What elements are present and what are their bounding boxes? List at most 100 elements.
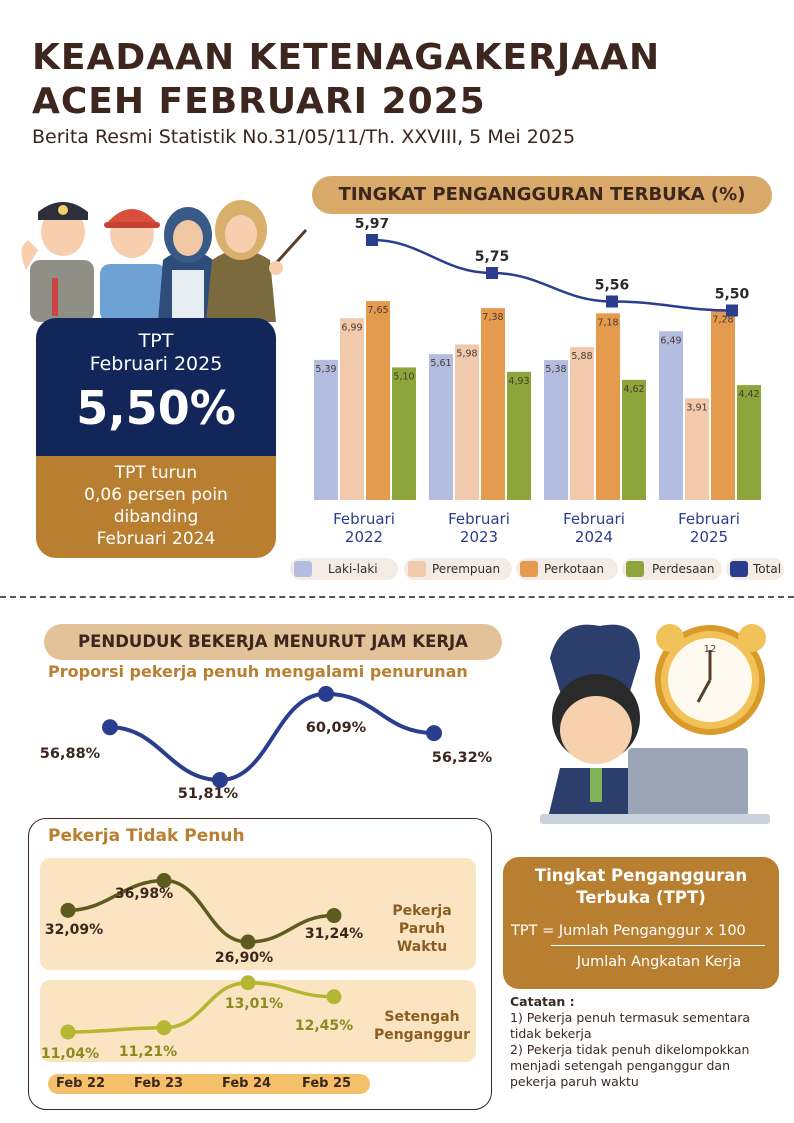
bar-value-label: 6,49 bbox=[660, 335, 681, 346]
value-label-pekerja-paruh-waktu: 31,24% bbox=[305, 926, 363, 942]
x-tick-label: Feb 22 bbox=[56, 1076, 106, 1091]
pekerja-penuh-chart: 56,88% 51,81% 60,09% 56,32% bbox=[40, 686, 493, 802]
village-icon bbox=[626, 561, 644, 577]
legend-item-laki-laki: Laki-laki bbox=[290, 558, 398, 580]
pekerja-penuh-value-label: 56,88% bbox=[40, 746, 101, 762]
notes-heading: Catatan : bbox=[510, 994, 575, 1009]
tpt-desc-line1: TPT turun bbox=[114, 463, 198, 483]
value-label-pekerja-paruh-waktu: 26,90% bbox=[215, 950, 273, 966]
legend-label: Perdesaan bbox=[652, 562, 715, 576]
point-setengah-penganggur bbox=[60, 1024, 76, 1040]
pekerja-tidak-penuh-box bbox=[28, 818, 492, 1110]
bar-perdesaan bbox=[622, 379, 646, 500]
bar-perdesaan bbox=[392, 367, 416, 500]
tpt-formula-box: Tingkat Pengangguran Terbuka (TPT) TPT =… bbox=[503, 857, 779, 989]
category-label: Februari bbox=[448, 510, 510, 528]
legend-item-perdesaan: Perdesaan bbox=[622, 558, 722, 580]
city-icon bbox=[520, 561, 538, 577]
x-tick-label: Feb 24 bbox=[222, 1076, 272, 1091]
setengah-penganggur-label-2: Penganggur bbox=[373, 1027, 471, 1043]
bar-value-label: 5,39 bbox=[315, 364, 336, 375]
worker-person-icon bbox=[100, 209, 166, 322]
point-pekerja-penuh bbox=[426, 725, 442, 742]
page-title: KEADAAN KETENAGAKERJAAN ACEH FEBRUARI 20… bbox=[32, 36, 660, 124]
bar-perdesaan bbox=[737, 385, 761, 500]
tpt-chart: 5,39 5,61 5,38 6,49 6,99 5,98 5,88 3,91 7,65 7,38… bbox=[314, 218, 761, 546]
total-value-label: 5,56 bbox=[595, 278, 630, 294]
setengah-penganggur-panel bbox=[40, 980, 476, 1062]
paruh-waktu-label-3: Waktu bbox=[396, 939, 448, 955]
bar-value-label: 7,38 bbox=[482, 312, 503, 323]
value-label-pekerja-paruh-waktu: 32,09% bbox=[45, 922, 103, 938]
male-icon bbox=[294, 561, 312, 577]
bar-value-label: 7,28 bbox=[712, 315, 733, 326]
teacher-person-icon bbox=[206, 200, 308, 322]
pekerja-tidak-penuh-chart: 32,09% 36,98% 26,90% 31,24% 11,04% 11,21% 13,0… bbox=[41, 873, 363, 1062]
formula-title-2: Terbuka (TPT) bbox=[576, 888, 706, 907]
total-value-label: 5,50 bbox=[715, 287, 750, 303]
bar-value-label: 5,10 bbox=[393, 371, 414, 382]
x-tick-label: Feb 23 bbox=[134, 1076, 184, 1091]
bar-perempuan bbox=[455, 344, 479, 500]
tpt-summary-card: TPT Februari 2025 5,50% bbox=[36, 318, 276, 456]
formula-numerator: TPT = Jumlah Penganggur x 100 bbox=[511, 923, 746, 939]
category-label: 2022 bbox=[345, 528, 383, 546]
tpt-value: 5,50% bbox=[76, 381, 236, 435]
laptop-icon bbox=[540, 748, 770, 824]
value-label-setengah-penganggur: 13,01% bbox=[225, 996, 283, 1012]
bar-laki-laki bbox=[659, 331, 683, 500]
category-label: 2023 bbox=[460, 528, 498, 546]
point-pekerja-paruh-waktu bbox=[60, 902, 76, 918]
bar-value-label: 5,88 bbox=[571, 351, 592, 362]
people-illustration bbox=[21, 200, 308, 322]
setengah-penganggur-label: Setengah Penganggur bbox=[368, 1008, 476, 1044]
bar-value-label: 6,99 bbox=[341, 322, 362, 333]
legend-item-total: Total bbox=[726, 558, 784, 580]
pekerja-penuh-value-label: 51,81% bbox=[178, 786, 239, 802]
bar-perkotaan bbox=[481, 308, 505, 500]
bar-perempuan bbox=[340, 318, 364, 500]
line-pekerja-penuh bbox=[109, 691, 435, 783]
bar-value-label: 4,42 bbox=[738, 389, 759, 400]
x-tick-label: Feb 25 bbox=[302, 1076, 352, 1091]
nurse-person-icon bbox=[158, 207, 218, 322]
point-total bbox=[606, 295, 618, 308]
value-label-setengah-penganggur: 11,04% bbox=[41, 1046, 99, 1062]
pekerja-penuh-value-label: 56,32% bbox=[432, 750, 493, 766]
tpt-chart-legend: Laki-laki Perempuan Perkotaan Perdesaan … bbox=[290, 558, 784, 582]
pekerja-tidak-penuh-title: Pekerja Tidak Penuh bbox=[48, 826, 245, 846]
x-axis-pill bbox=[48, 1074, 370, 1094]
value-label-setengah-penganggur: 12,45% bbox=[295, 1018, 353, 1034]
bar-perkotaan bbox=[596, 313, 620, 500]
setengah-penganggur-label-1: Setengah bbox=[384, 1009, 460, 1025]
value-label-setengah-penganggur: 11,21% bbox=[119, 1044, 177, 1060]
svg-text:12: 12 bbox=[704, 644, 717, 655]
legend-item-perkotaan: Perkotaan bbox=[516, 558, 618, 580]
bar-perkotaan bbox=[711, 310, 735, 500]
bar-value-label: 7,18 bbox=[597, 317, 618, 328]
tpt-chart-title: TINGKAT PENGANGGURAN TERBUKA (%) bbox=[312, 176, 772, 214]
office-worker-illustration: 12 bbox=[540, 624, 770, 824]
point-setengah-penganggur bbox=[240, 975, 256, 991]
section-divider bbox=[0, 596, 794, 598]
point-pekerja-paruh-waktu bbox=[326, 908, 342, 924]
bar-laki-laki bbox=[544, 360, 568, 500]
point-total bbox=[366, 234, 378, 246]
paruh-waktu-panel bbox=[40, 858, 476, 970]
legend-label: Laki-laki bbox=[328, 562, 378, 576]
notes-section: Catatan : 1) Pekerja penuh termasuk seme… bbox=[510, 994, 780, 1090]
line-pekerja-paruh-waktu bbox=[67, 878, 335, 944]
total-swatch bbox=[730, 561, 748, 577]
total-value-label: 5,97 bbox=[355, 218, 390, 232]
notes-item-1: 1) Pekerja penuh termasuk sementara tida… bbox=[510, 1010, 751, 1041]
alarm-clock-icon: 12 bbox=[655, 624, 766, 735]
tpt-desc-line2: 0,06 persen poin bbox=[84, 485, 228, 505]
point-setengah-penganggur bbox=[156, 1020, 172, 1036]
paruh-waktu-label-1: Pekerja bbox=[392, 903, 452, 919]
tpt-change-card: TPT turun 0,06 persen poin dibanding Feb… bbox=[36, 456, 276, 558]
point-pekerja-penuh bbox=[212, 772, 228, 788]
title-line-1: KEADAAN KETENAGAKERJAAN bbox=[32, 37, 661, 78]
bar-value-label: 4,93 bbox=[508, 376, 529, 387]
legend-item-perempuan: Perempuan bbox=[404, 558, 512, 580]
point-pekerja-paruh-waktu bbox=[240, 934, 256, 950]
